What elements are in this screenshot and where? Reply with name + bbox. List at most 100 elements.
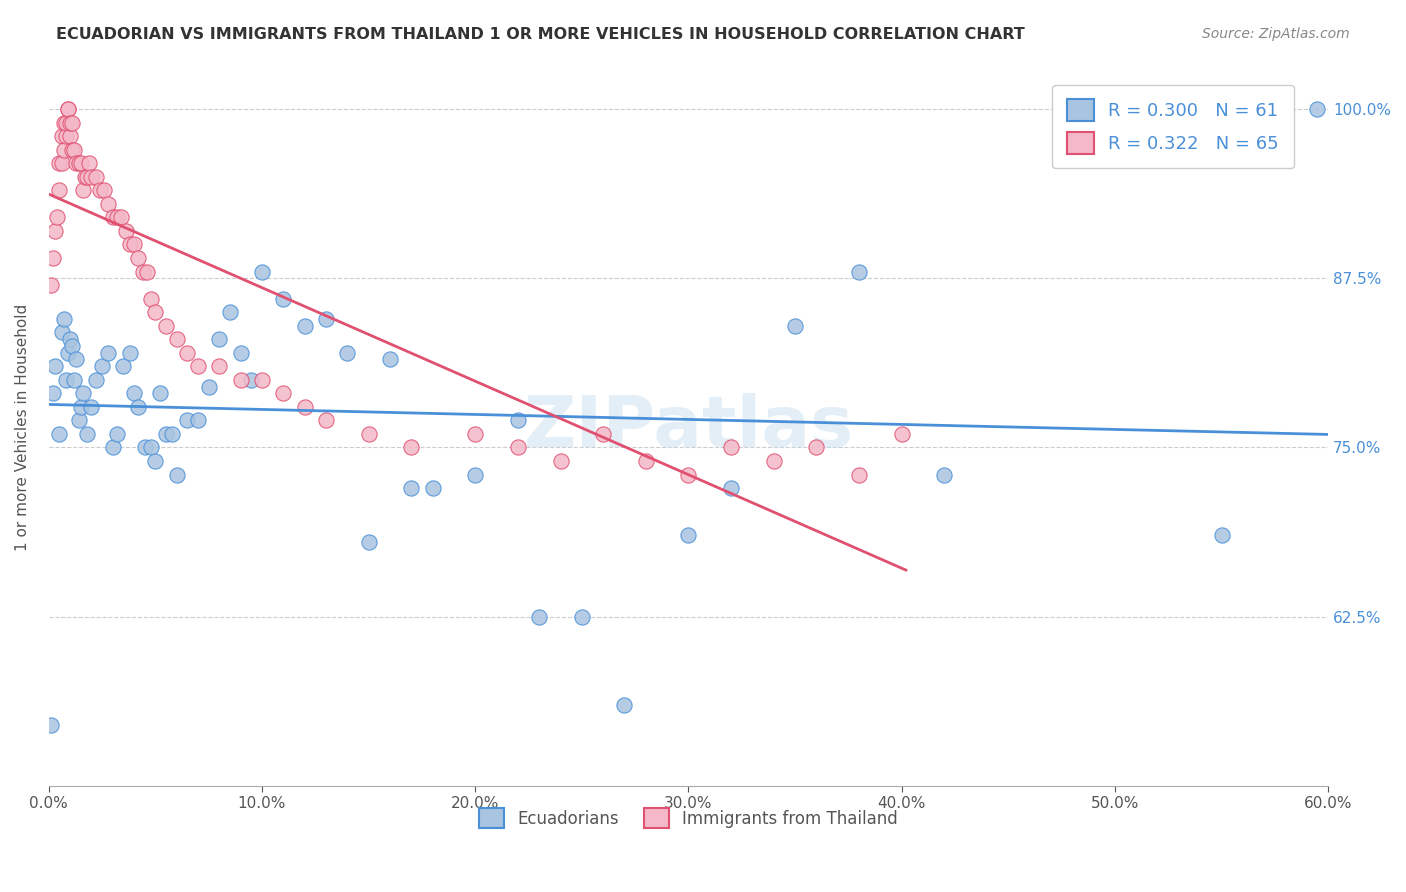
Point	[678, 467, 700, 482]
Point	[52, 143, 75, 157]
Point	[527, 609, 550, 624]
Point	[162, 426, 184, 441]
Point	[197, 379, 219, 393]
Point	[720, 481, 742, 495]
Point	[93, 183, 115, 197]
Point	[114, 224, 136, 238]
Point	[42, 386, 65, 401]
Point	[122, 386, 145, 401]
Point	[135, 264, 157, 278]
Point	[39, 718, 62, 732]
Point	[592, 426, 614, 441]
Point	[166, 332, 188, 346]
Point	[139, 292, 162, 306]
Point	[294, 318, 316, 333]
Point	[336, 345, 359, 359]
Point	[69, 400, 91, 414]
Point	[294, 400, 316, 414]
Point	[59, 129, 82, 144]
Point	[145, 454, 167, 468]
Point	[634, 454, 657, 468]
Point	[506, 441, 529, 455]
Point	[118, 237, 141, 252]
Point	[44, 359, 66, 374]
Point	[84, 373, 107, 387]
Point	[51, 129, 73, 144]
Point	[250, 373, 273, 387]
Point	[155, 426, 177, 441]
Point	[91, 359, 114, 374]
Point	[105, 211, 128, 225]
Point	[59, 332, 82, 346]
Point	[44, 224, 66, 238]
Point	[315, 311, 337, 326]
Point	[60, 339, 83, 353]
Point	[48, 183, 70, 197]
Point	[101, 441, 124, 455]
Point	[59, 116, 82, 130]
Point	[112, 359, 135, 374]
Point	[783, 318, 806, 333]
Legend: Ecuadorians, Immigrants from Thailand: Ecuadorians, Immigrants from Thailand	[472, 801, 904, 835]
Point	[80, 400, 103, 414]
Point	[250, 264, 273, 278]
Point	[678, 528, 700, 542]
Point	[67, 413, 90, 427]
Point	[60, 143, 83, 157]
Point	[464, 467, 486, 482]
Point	[72, 183, 94, 197]
Point	[139, 441, 162, 455]
Point	[89, 183, 111, 197]
Point	[208, 359, 231, 374]
Point	[52, 116, 75, 130]
Point	[127, 251, 149, 265]
Point	[84, 169, 107, 184]
Text: ZIPatlas: ZIPatlas	[523, 392, 853, 462]
Point	[187, 413, 209, 427]
Point	[806, 441, 828, 455]
Point	[464, 426, 486, 441]
Point	[229, 373, 252, 387]
Point	[271, 386, 294, 401]
Text: ECUADORIAN VS IMMIGRANTS FROM THAILAND 1 OR MORE VEHICLES IN HOUSEHOLD CORRELATI: ECUADORIAN VS IMMIGRANTS FROM THAILAND 1…	[56, 27, 1025, 42]
Point	[271, 292, 294, 306]
Point	[51, 156, 73, 170]
Point	[110, 211, 132, 225]
Point	[56, 345, 79, 359]
Point	[357, 535, 380, 549]
Point	[122, 237, 145, 252]
Point	[55, 116, 77, 130]
Point	[60, 116, 83, 130]
Point	[848, 467, 870, 482]
Point	[118, 345, 141, 359]
Point	[51, 326, 73, 340]
Point	[55, 373, 77, 387]
Point	[80, 169, 103, 184]
Point	[39, 278, 62, 293]
Point	[422, 481, 444, 495]
Point	[48, 426, 70, 441]
Point	[506, 413, 529, 427]
Point	[69, 156, 91, 170]
Point	[56, 102, 79, 116]
Y-axis label: 1 or more Vehicles in Household: 1 or more Vehicles in Household	[15, 303, 30, 550]
Point	[166, 467, 188, 482]
Point	[378, 352, 401, 367]
Point	[76, 169, 98, 184]
Point	[315, 413, 337, 427]
Point	[145, 305, 167, 319]
Point	[48, 156, 70, 170]
Point	[67, 156, 90, 170]
Point	[848, 264, 870, 278]
Point	[208, 332, 231, 346]
Point	[134, 441, 156, 455]
Point	[219, 305, 242, 319]
Point	[176, 413, 198, 427]
Point	[1306, 102, 1329, 116]
Point	[127, 400, 149, 414]
Point	[52, 311, 75, 326]
Point	[1211, 528, 1233, 542]
Point	[934, 467, 956, 482]
Point	[73, 169, 96, 184]
Point	[97, 197, 120, 211]
